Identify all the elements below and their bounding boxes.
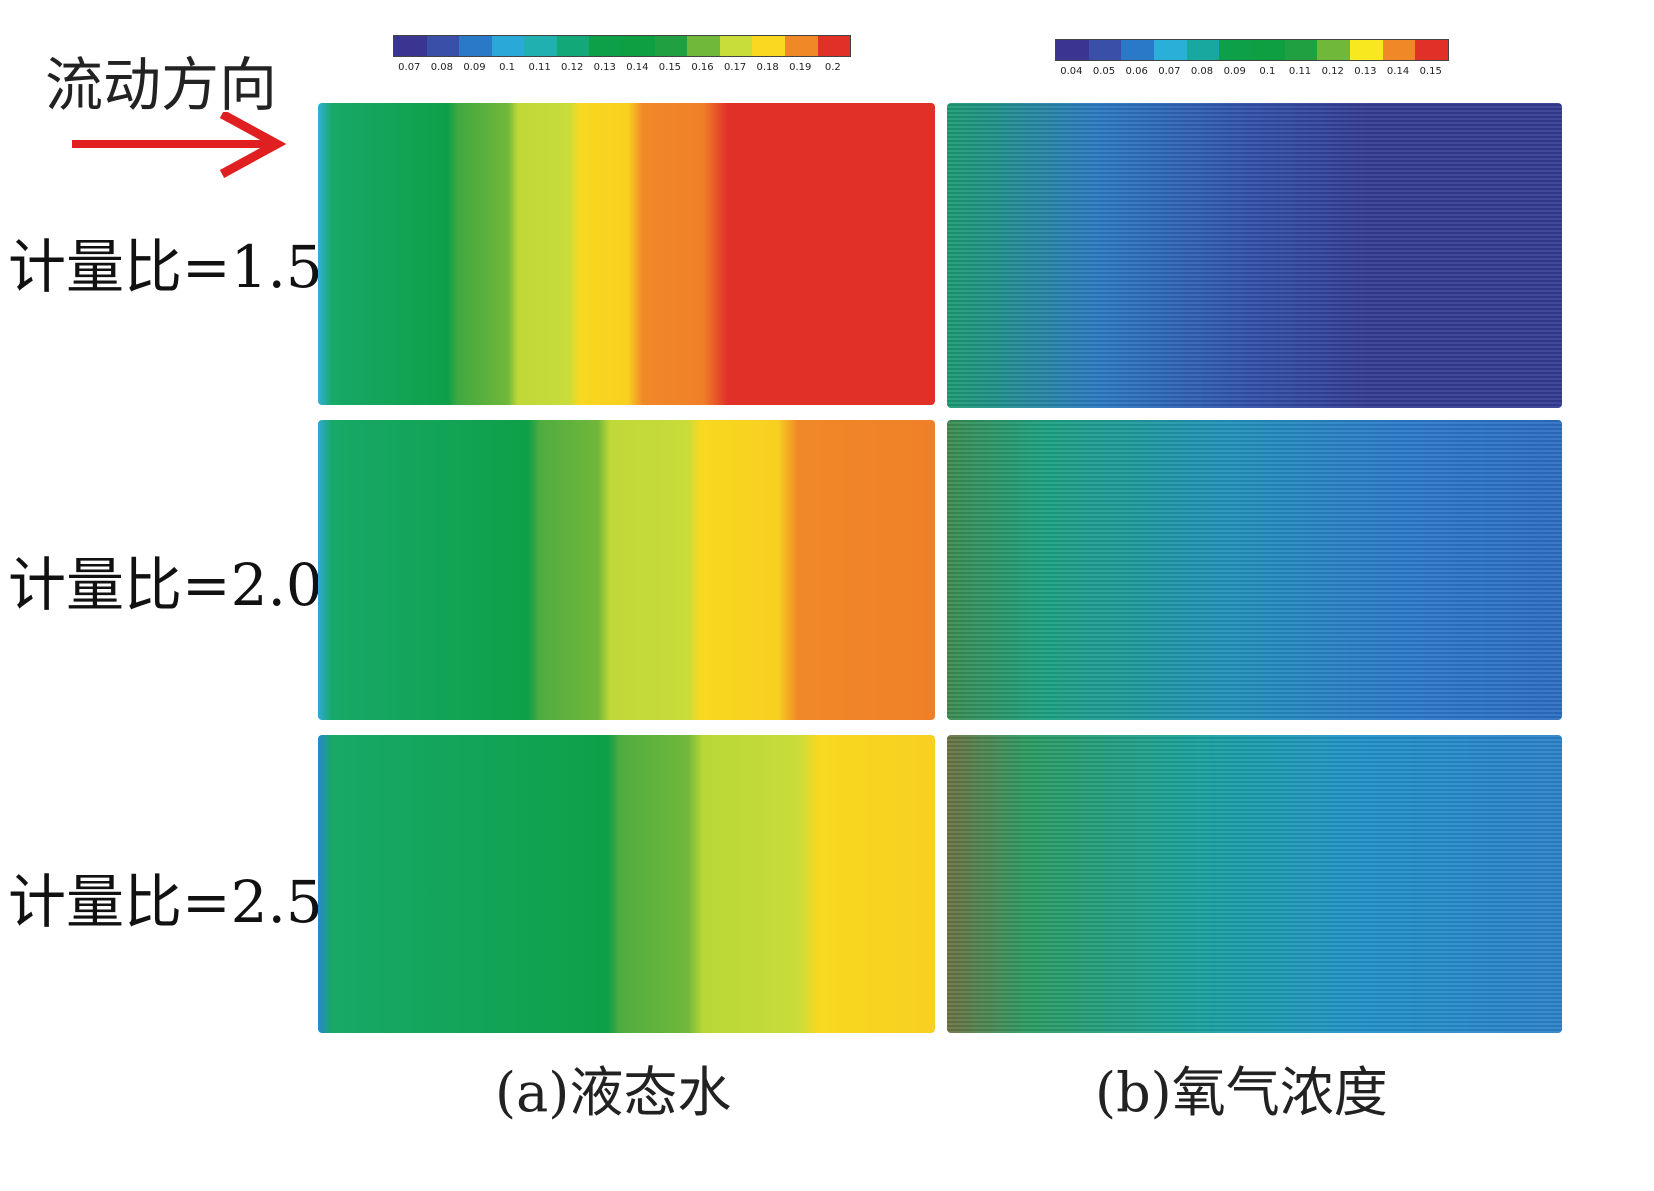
row-label-2: 计量比=2.0 — [8, 551, 323, 619]
colorbar-segment — [491, 36, 525, 56]
colorbar-tick-label: 0.1 — [1259, 66, 1276, 77]
colorbar-tick-label: 0.1 — [499, 62, 515, 73]
caption-oxygen: (b)氧气浓度 — [1095, 1061, 1388, 1124]
colorbar-tick-label: 0.06 — [1125, 66, 1148, 77]
colorbar-segment — [394, 36, 427, 56]
oxygen-contour-3 — [947, 735, 1562, 1033]
colorbar-tick-label: 0.09 — [1223, 66, 1246, 77]
colorbar-tick-label: 0.12 — [1321, 66, 1344, 77]
colorbar-tick-label: 0.2 — [824, 62, 841, 73]
colorbar-segment — [1284, 40, 1318, 60]
colorbar-tick-label: 0.17 — [723, 62, 747, 73]
flow-arrow-icon — [72, 112, 287, 178]
colorbar-segment — [719, 36, 753, 56]
colorbar-tick-label: 0.13 — [593, 62, 616, 73]
row-label-1: 计量比=1.5 — [8, 233, 323, 301]
colorbar-liquid-water — [393, 35, 851, 57]
colorbar-tick-label: 0.11 — [528, 62, 551, 73]
colorbar-tick-label: 0.14 — [1386, 66, 1410, 77]
colorbar-tick-label: 0.11 — [1288, 66, 1312, 77]
colorbar-tick-label: 0.18 — [756, 62, 779, 73]
colorbar-tick-label: 0.15 — [1419, 66, 1442, 77]
colorbar-segment — [589, 36, 623, 56]
colorbar-tick-label: 0.19 — [789, 62, 812, 73]
colorbar-segment — [687, 36, 720, 56]
colorbar-tick-label: 0.04 — [1060, 66, 1083, 77]
colorbar-tick-label: 0.05 — [1092, 66, 1116, 77]
colorbar-tick-label: 0.08 — [430, 62, 453, 73]
colorbar-segment — [622, 36, 655, 56]
colorbar-segment — [752, 36, 785, 56]
colorbar-segment — [1317, 40, 1351, 60]
colorbar-tick-label: 0.09 — [463, 62, 486, 73]
colorbar-tick-label: 0.12 — [561, 62, 584, 73]
colorbar-tick-label: 0.14 — [626, 62, 649, 73]
colorbar-segment — [1252, 40, 1285, 60]
colorbar-segment — [1415, 40, 1449, 60]
colorbar-segment — [654, 36, 688, 56]
colorbar-tick-label: 0.15 — [658, 62, 682, 73]
colorbar-segment — [784, 36, 818, 56]
colorbar-segment — [524, 36, 557, 56]
colorbar-segment — [1219, 40, 1253, 60]
oxygen-contour-2 — [947, 420, 1562, 720]
colorbar-segment — [1121, 40, 1155, 60]
colorbar-segment — [1382, 40, 1416, 60]
colorbar-segment — [459, 36, 492, 56]
liquid-water-contour-1 — [318, 103, 935, 405]
colorbar-segment — [1186, 40, 1220, 60]
row-label-3: 计量比=2.5 — [8, 868, 323, 936]
flow-direction-label: 流动方向 — [45, 51, 278, 119]
colorbar-oxygen-ticks: 0.04 0.05 0.06 0.07 0.08 0.09 0.1 0.11 0.12 0.13 0… — [1055, 66, 1447, 77]
colorbar-oxygen — [1055, 39, 1449, 61]
colorbar-tick-label: 0.07 — [1158, 66, 1181, 77]
colorbar-liquid-water-ticks: 0.07 0.08 0.09 0.1 0.11 0.12 0.13 0.14 0.15 0.16 0… — [393, 62, 849, 73]
colorbar-segment — [1088, 40, 1122, 60]
colorbar-segment — [1154, 40, 1187, 60]
colorbar-segment — [1056, 40, 1089, 60]
colorbar-segment — [426, 36, 460, 56]
colorbar-segment — [817, 36, 851, 56]
caption-liquid-water: (a)液态水 — [495, 1061, 732, 1124]
liquid-water-contour-2 — [318, 420, 935, 720]
colorbar-tick-label: 0.13 — [1354, 66, 1377, 77]
colorbar-tick-label: 0.07 — [398, 62, 421, 73]
colorbar-tick-label: 0.08 — [1190, 66, 1214, 77]
colorbar-segment — [1350, 40, 1383, 60]
oxygen-contour-1 — [947, 103, 1562, 408]
colorbar-tick-label: 0.16 — [691, 62, 714, 73]
liquid-water-contour-3 — [318, 735, 935, 1033]
colorbar-segment — [556, 36, 590, 56]
